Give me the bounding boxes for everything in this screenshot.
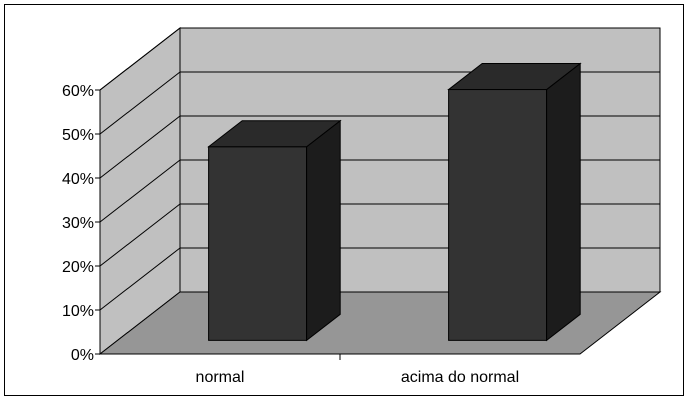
gridline-side-1	[99, 247, 181, 311]
bar-side-1	[546, 62, 581, 342]
gridline-side-2	[99, 203, 181, 267]
y-tick-label-3: 30%	[62, 215, 94, 232]
y-tick-label-0: 0%	[71, 347, 94, 364]
bar-top-1	[447, 63, 582, 91]
y-tick-label-1: 10%	[62, 303, 94, 320]
gridline-side-5	[99, 71, 181, 135]
bar-front-1	[448, 89, 548, 341]
y-tick-label-4: 40%	[62, 171, 94, 188]
gridline-side-4	[99, 115, 181, 179]
bar-side-0	[306, 119, 341, 342]
x-category-label-1: acima do normal	[401, 369, 519, 386]
y-tick-label-2: 20%	[62, 259, 94, 276]
x-category-label-0: normal	[196, 369, 245, 386]
gridline-side-6	[99, 27, 181, 91]
bar-top-0	[207, 120, 342, 148]
bar-front-0	[208, 146, 308, 341]
y-tick-label-6: 60%	[62, 83, 94, 100]
gridline-side-3	[99, 159, 181, 223]
y-tick-label-5: 50%	[62, 127, 94, 144]
